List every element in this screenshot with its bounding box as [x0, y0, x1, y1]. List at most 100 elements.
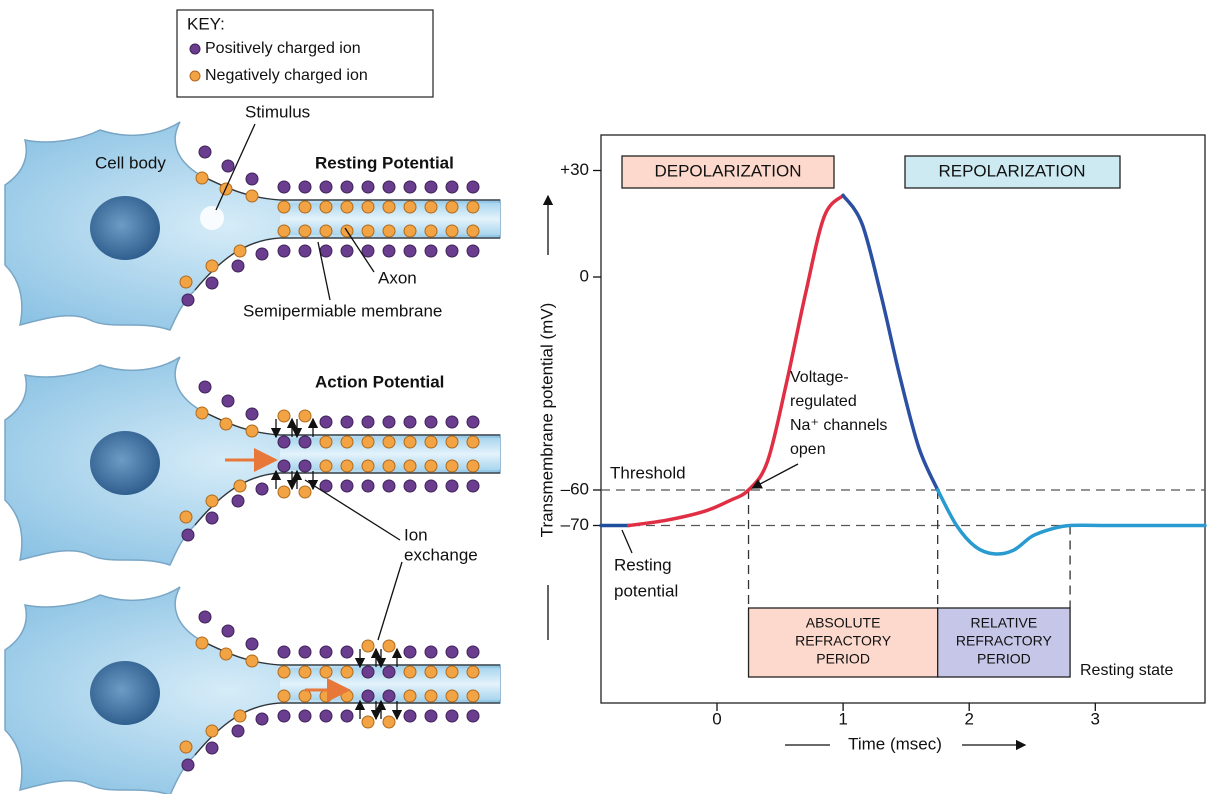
pointer — [317, 241, 331, 301]
negative-ion — [382, 224, 396, 238]
positive-ion — [319, 709, 333, 723]
positive-ion — [445, 415, 459, 429]
positive-ion — [298, 645, 312, 659]
negative-ion — [233, 244, 247, 258]
positive-ion — [298, 459, 312, 473]
negative-ion — [277, 665, 291, 679]
negative-ion — [466, 435, 480, 449]
positive-ion — [424, 180, 438, 194]
cell-body-label: Cell body — [95, 153, 166, 172]
refractory-label: REFRACTORY — [795, 633, 892, 649]
positive-ion — [277, 459, 291, 473]
negative-ion — [277, 485, 291, 499]
negative-ion — [319, 200, 333, 214]
negative-ion — [445, 200, 459, 214]
positive-ion — [403, 645, 417, 659]
positive-ion — [424, 244, 438, 258]
positive-ion — [445, 180, 459, 194]
x-tick-label: 3 — [1091, 709, 1100, 728]
negative-ion — [219, 417, 233, 431]
key-positive-ion — [189, 43, 201, 55]
negative-ion — [195, 636, 209, 650]
positive-ion — [340, 645, 354, 659]
positive-ion — [445, 244, 459, 258]
positive-ion — [340, 180, 354, 194]
phase-label: REPOLARIZATION — [938, 161, 1085, 180]
positive-ion — [181, 758, 195, 772]
refractory-label: ABSOLUTE — [806, 615, 881, 631]
positive-ion — [298, 435, 312, 449]
negative-ion — [445, 459, 459, 473]
negative-ion — [424, 224, 438, 238]
negative-ion — [382, 715, 396, 729]
positive-ion — [424, 415, 438, 429]
channels-label: regulated — [790, 393, 857, 410]
positive-ion — [255, 247, 269, 261]
positive-ion — [255, 482, 269, 496]
negative-ion — [319, 459, 333, 473]
negative-ion — [219, 647, 233, 661]
positive-ion — [466, 709, 480, 723]
positive-ion — [198, 145, 212, 159]
positive-ion — [298, 180, 312, 194]
key-box — [176, 9, 434, 98]
positive-ion — [340, 415, 354, 429]
positive-ion — [205, 511, 219, 525]
negative-ion — [179, 740, 193, 754]
positive-ion — [231, 494, 245, 508]
negative-ion — [382, 459, 396, 473]
phase-box — [621, 155, 835, 189]
x-axis-label: Time (msec) — [848, 734, 942, 753]
positive-ion — [298, 244, 312, 258]
positive-ion — [277, 435, 291, 449]
negative-ion — [340, 689, 354, 703]
channels-label: open — [790, 441, 826, 458]
chart: +30 0 –60 –70 0 1 2 3 ABSOLUTE REFRACTORY PERIOD RE… — [560, 155, 1207, 728]
positive-ion — [361, 244, 375, 258]
pointer — [304, 479, 401, 541]
positive-ion — [319, 479, 333, 493]
negative-ion — [466, 665, 480, 679]
positive-ion — [382, 180, 396, 194]
negative-ion — [424, 459, 438, 473]
positive-ion — [319, 180, 333, 194]
positive-ion — [340, 244, 354, 258]
negative-ion — [466, 200, 480, 214]
positive-ion — [361, 479, 375, 493]
positive-ion — [319, 415, 333, 429]
negative-ion — [466, 689, 480, 703]
negative-ion — [382, 639, 396, 653]
negative-ion — [298, 689, 312, 703]
negative-ion — [361, 224, 375, 238]
potential-line — [935, 488, 1207, 556]
positive-ion — [205, 276, 219, 290]
stimulus-label: Stimulus — [245, 102, 310, 121]
positive-ion — [319, 244, 333, 258]
positive-ion — [382, 415, 396, 429]
negative-ion — [403, 435, 417, 449]
negative-ion — [403, 224, 417, 238]
positive-ion — [361, 180, 375, 194]
negative-ion — [445, 435, 459, 449]
positive-ion — [298, 709, 312, 723]
positive-ion — [181, 293, 195, 307]
negative-ion — [445, 665, 459, 679]
absolute-refractory-box — [747, 607, 939, 678]
negative-ion — [298, 200, 312, 214]
x-tick-label: 2 — [964, 709, 973, 728]
positive-ion — [466, 645, 480, 659]
stimulus-glow — [200, 206, 224, 230]
negative-ion — [361, 639, 375, 653]
axon-label: Axon — [378, 268, 417, 287]
negative-ion — [195, 171, 209, 185]
refractory-label: RELATIVE — [971, 615, 1038, 631]
y-axis-label: Transmembrane potential (mV) — [537, 303, 556, 538]
negative-ion — [245, 654, 259, 668]
y-tick-label: –60 — [561, 479, 589, 498]
negative-ion — [424, 200, 438, 214]
positive-ion — [245, 172, 259, 186]
negative-ion — [319, 224, 333, 238]
ion-exchange-label: exchange — [404, 545, 478, 564]
positive-ion — [231, 259, 245, 273]
